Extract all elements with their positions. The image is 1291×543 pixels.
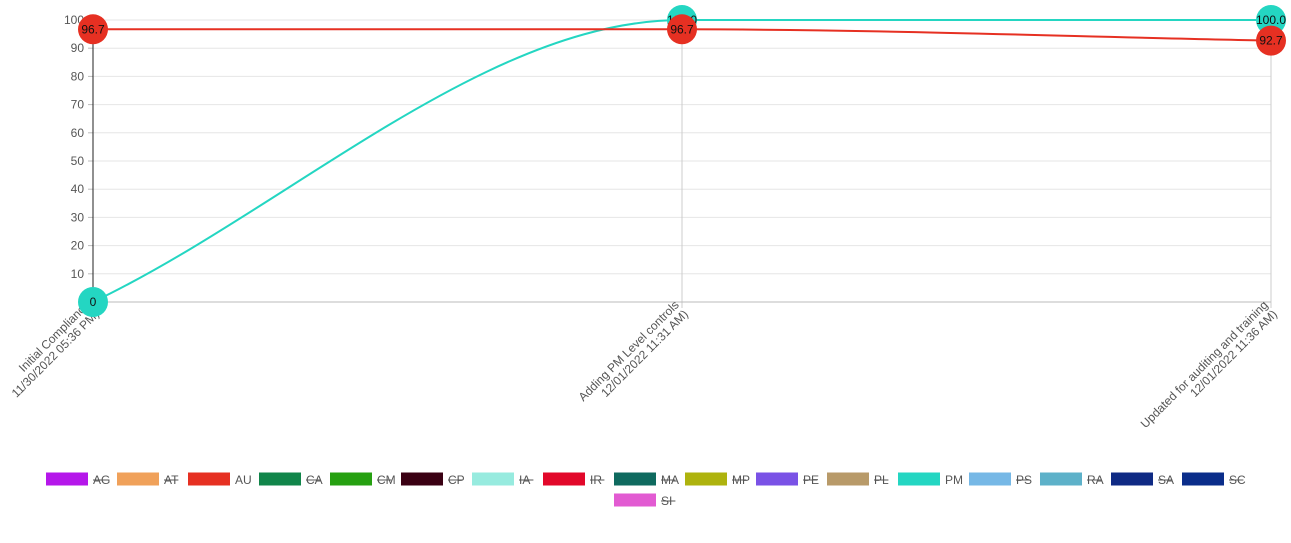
legend-swatch[interactable] <box>543 472 585 486</box>
legend-label[interactable]: AU <box>235 473 252 487</box>
x-tick-label-line: 12/01/2022 11:36 AM) <box>1187 307 1280 400</box>
x-tick-label-line: Updated for auditing and training <box>1138 298 1271 431</box>
legend-item-sc[interactable]: SC <box>1182 472 1246 488</box>
y-tick-label: 40 <box>71 182 85 196</box>
legend-item-si[interactable]: SI <box>614 493 676 509</box>
x-tick-label-line: 11/30/2022 05:36 PM) <box>9 307 102 400</box>
legend-item-ca[interactable]: CA <box>259 472 323 488</box>
legend-swatch[interactable] <box>614 493 656 507</box>
x-tick-label: Updated for auditing and training12/01/2… <box>1138 298 1280 431</box>
data-point-au[interactable] <box>667 14 697 45</box>
legend-item-au[interactable]: AU <box>188 472 252 488</box>
legend-swatch[interactable] <box>46 472 88 486</box>
legend-swatch[interactable] <box>1040 472 1082 486</box>
legend-item-ma[interactable]: MA <box>614 472 679 488</box>
legend-swatch[interactable] <box>1182 472 1224 486</box>
x-tick-label-line: Adding PM Level controls <box>576 298 682 404</box>
legend-swatch[interactable] <box>1111 472 1153 486</box>
legend-item-ia[interactable]: IA <box>472 472 534 488</box>
legend-swatch[interactable] <box>330 472 372 486</box>
y-tick-label: 60 <box>71 126 85 140</box>
legend-item-ag[interactable]: AG <box>46 472 110 488</box>
y-tick-label: 20 <box>71 239 85 253</box>
legend-item-pl[interactable]: PL <box>827 472 889 488</box>
y-tick-label: 50 <box>71 154 85 168</box>
legend-swatch[interactable] <box>188 472 230 486</box>
legend: AG AT AU CA CM CP IA IR MA MP PE PL PM PS RA SA SC SI <box>46 472 1246 509</box>
y-tick-label: 90 <box>71 41 85 55</box>
legend-item-cm[interactable]: CM <box>330 472 396 488</box>
legend-item-mp[interactable]: MP <box>685 472 750 488</box>
y-tick-label: 30 <box>71 210 85 224</box>
legend-swatch[interactable] <box>756 472 798 486</box>
legend-item-sa[interactable]: SA <box>1111 472 1174 488</box>
legend-item-pm[interactable]: PM <box>898 472 963 488</box>
legend-swatch[interactable] <box>827 472 869 486</box>
legend-swatch[interactable] <box>685 472 727 486</box>
legend-item-ps[interactable]: PS <box>969 472 1032 488</box>
data-label-au: 92.7 <box>1259 34 1283 48</box>
legend-swatch[interactable] <box>614 472 656 486</box>
legend-item-cp[interactable]: CP <box>401 472 465 488</box>
data-point-au[interactable] <box>1256 25 1286 56</box>
data-label-pm: 0 <box>90 295 97 309</box>
y-tick-label: 70 <box>71 98 85 112</box>
data-point-pm[interactable] <box>78 287 108 317</box>
y-tick-label: 10 <box>71 267 85 281</box>
legend-item-ir[interactable]: IR <box>543 472 605 488</box>
legend-swatch[interactable] <box>259 472 301 486</box>
data-label-pm: 100.0 <box>1256 13 1286 27</box>
legend-swatch[interactable] <box>472 472 514 486</box>
legend-swatch[interactable] <box>969 472 1011 486</box>
grid-layer <box>93 19 1272 308</box>
data-point-pm[interactable] <box>1256 5 1286 35</box>
data-point-au[interactable] <box>78 14 108 45</box>
legend-item-pe[interactable]: PE <box>756 472 819 488</box>
x-tick-label-line: 12/01/2022 11:31 AM) <box>598 307 691 400</box>
y-tick-label: 80 <box>71 69 85 83</box>
data-label-au: 96.7 <box>81 22 105 36</box>
legend-swatch[interactable] <box>898 472 940 486</box>
legend-label[interactable]: PM <box>945 473 963 487</box>
data-label-au: 96.7 <box>670 22 694 36</box>
legend-item-at[interactable]: AT <box>117 472 179 488</box>
legend-item-ra[interactable]: RA <box>1040 472 1104 488</box>
legend-swatch[interactable] <box>401 472 443 486</box>
legend-swatch[interactable] <box>117 472 159 486</box>
